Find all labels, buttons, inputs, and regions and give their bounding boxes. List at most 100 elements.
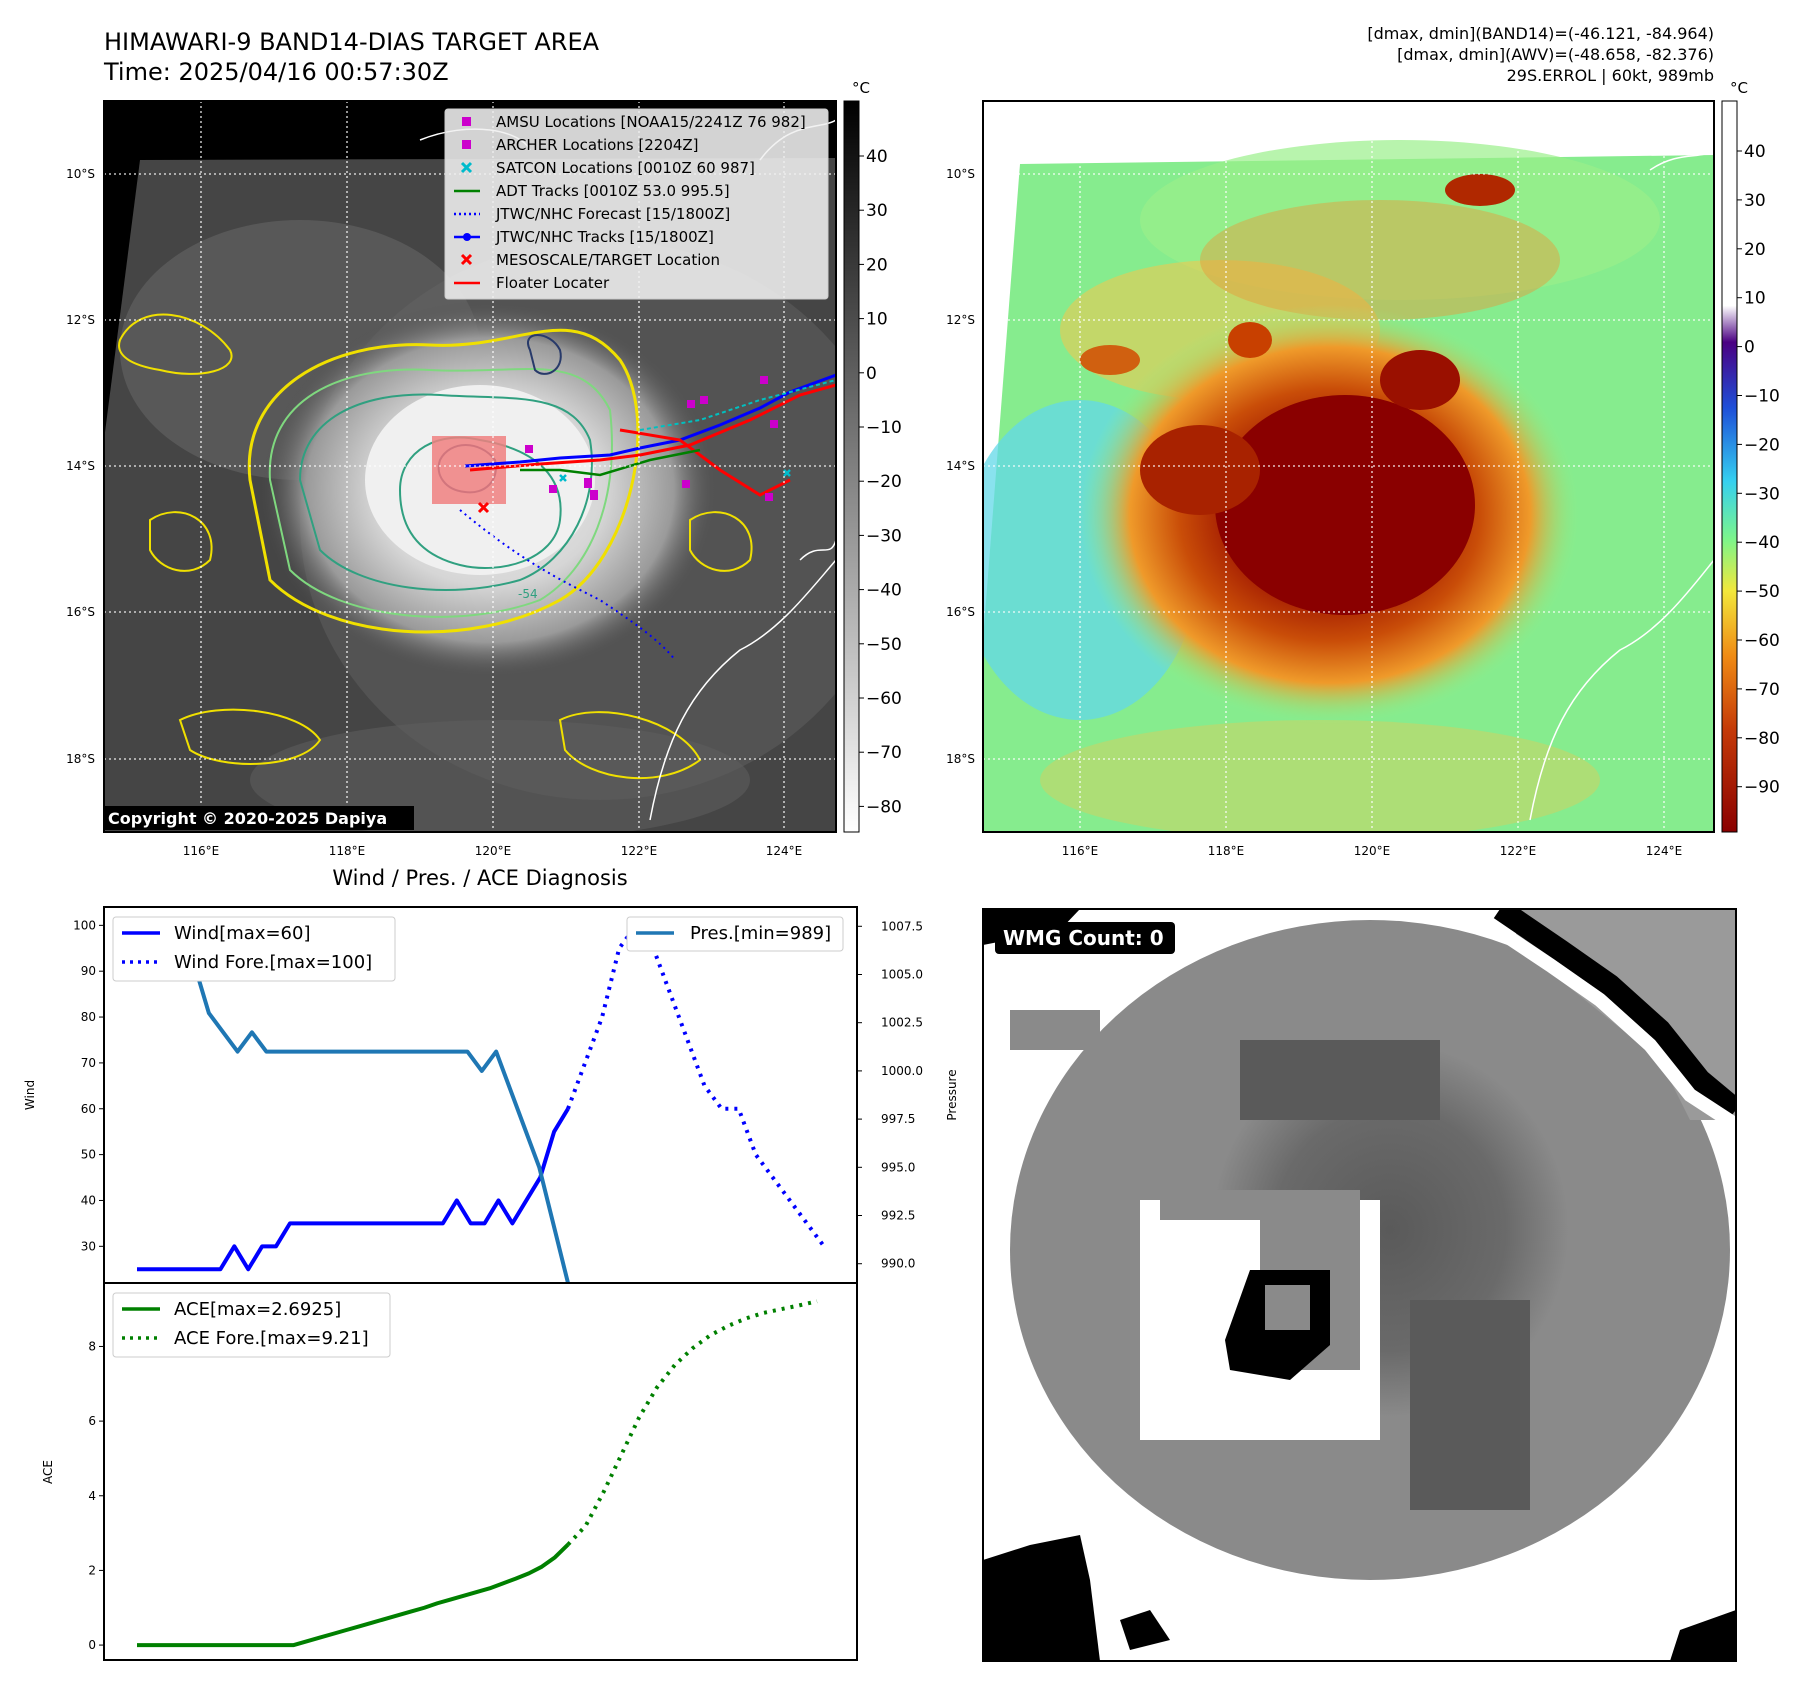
ace-line <box>137 1543 570 1648</box>
lat-label: 10°S <box>946 167 975 181</box>
info-band14: [dmax, dmin](BAND14)=(-46.121, -84.964) <box>1367 24 1714 43</box>
lon-label: 124°E <box>766 844 803 858</box>
y-tick-label: 997.5 <box>881 1112 915 1126</box>
y-tick-label: 80 <box>81 1010 96 1024</box>
lat-label: 10°S <box>66 167 95 181</box>
colorbar-tick-label: −20 <box>1744 435 1780 455</box>
color-colorbar: °C 40 30 20 10 0 −10 −20 −30 −40 −50 −60 −70 −80 −90 <box>1721 79 1780 833</box>
figure-time: Time: 2025/04/16 00:57:30Z <box>103 58 449 86</box>
legend-item-label: ADT Tracks [0010Z 53.0 995.5] <box>496 182 730 200</box>
colorbar-tick-label: −10 <box>1744 387 1780 407</box>
colorbar-tick-label: −60 <box>1744 631 1780 651</box>
legend-item: Floater Locater <box>454 274 610 292</box>
y-tick-label: 1000.0 <box>881 1064 923 1078</box>
wmg-panel: WMG Count: 0 <box>982 908 1737 1662</box>
lat-label: 16°S <box>66 605 95 619</box>
map-legend: AMSU Locations [NOAA15/2241Z 76 982] ARCH… <box>444 108 829 300</box>
wind-line <box>137 1107 570 1272</box>
y-tick-label: 2 <box>88 1563 96 1577</box>
legend-item-label: JTWC/NHC Forecast [15/1800Z] <box>495 205 730 223</box>
ace-legend: ACE[max=2.6925] ACE Fore.[max=9.21] <box>112 1292 391 1358</box>
y-tick-label: 0 <box>88 1638 96 1652</box>
lon-label: 118°E <box>329 844 366 858</box>
legend-wind: Wind[max=60] <box>174 923 311 944</box>
colorbar-tick-label: −80 <box>1744 729 1780 749</box>
y-tick-label: 1005.0 <box>881 967 923 981</box>
right-map-lat-labels: 10°S 12°S 14°S 16°S 18°S <box>946 167 975 766</box>
lat-label: 16°S <box>946 605 975 619</box>
blue-line-dot-icon <box>454 233 480 241</box>
lat-label: 12°S <box>946 313 975 327</box>
lon-label: 116°E <box>1062 844 1099 858</box>
lon-label: 122°E <box>1500 844 1537 858</box>
legend-item: AMSU Locations [NOAA15/2241Z 76 982] <box>462 113 806 131</box>
lon-label: 120°E <box>475 844 512 858</box>
ace-chart: 0 2 4 6 8 ACE ACE[max=2.6925] ACE Fore.[max=… <box>41 1282 858 1661</box>
left-map-lat-labels: 10°S 12°S 14°S 16°S 18°S <box>66 167 95 766</box>
colorbar-tick-label: 10 <box>866 310 888 330</box>
legend-item: MESOSCALE/TARGET Location <box>460 251 720 269</box>
y-tick-label: 6 <box>88 1414 96 1428</box>
y-tick-label: 50 <box>81 1148 96 1162</box>
y-tick-label: 992.5 <box>881 1209 915 1223</box>
ace-axis-label: ACE <box>41 1460 55 1484</box>
colorbar-tick-label: 20 <box>1744 240 1766 260</box>
colorbar-tick-label: 20 <box>866 255 888 275</box>
pressure-line <box>135 925 570 1284</box>
colorbar-tick-label: −20 <box>866 472 902 492</box>
legend-item-label: Floater Locater <box>496 274 610 292</box>
legend-item: ARCHER Locations [2204Z] <box>462 136 699 154</box>
contour-label: -54 <box>518 587 538 601</box>
lon-label: 118°E <box>1208 844 1245 858</box>
lat-label: 14°S <box>946 459 975 473</box>
y-tick-label: 995.0 <box>881 1160 915 1174</box>
colorbar-tick-label: −50 <box>866 635 902 655</box>
legend-item-label: ARCHER Locations [2204Z] <box>496 136 699 154</box>
lon-label: 120°E <box>1354 844 1391 858</box>
colorbar-tick-label: 30 <box>1744 191 1766 211</box>
info-awv: [dmax, dmin](AWV)=(-48.658, -82.376) <box>1397 45 1714 64</box>
y-tick-label: 100 <box>73 918 96 932</box>
info-storm: 29S.ERROL | 60kt, 989mb <box>1507 66 1714 85</box>
colorbar-tick-label: 40 <box>866 147 888 167</box>
y-tick-label: 1002.5 <box>881 1016 923 1030</box>
wmg-count-label: WMG Count: 0 <box>1003 926 1164 950</box>
colorbar-tick-label: 30 <box>866 201 888 221</box>
ace-forecast-line <box>566 1299 818 1546</box>
ir-color-map <box>982 100 1715 833</box>
colorbar-tick-label: −10 <box>866 418 902 438</box>
gray-colorbar-unit: °C <box>852 79 870 97</box>
legend-item: JTWC/NHC Tracks [15/1800Z] <box>454 228 714 246</box>
wind-legend: Wind[max=60] Wind Fore.[max=100] <box>112 916 396 982</box>
colorbar-tick-label: 10 <box>1744 289 1766 309</box>
diagnosis-title: Wind / Pres. / ACE Diagnosis <box>332 866 627 890</box>
colorbar-tick-label: −80 <box>866 797 902 817</box>
right-map-lon-labels: 116°E 118°E 120°E 122°E 124°E <box>1062 844 1683 858</box>
y-tick-label: 30 <box>81 1239 96 1253</box>
magenta-square-icon <box>462 117 471 126</box>
lon-label: 122°E <box>621 844 658 858</box>
legend-item-label: SATCON Locations [0010Z 60 987] <box>496 159 755 177</box>
lat-label: 12°S <box>66 313 95 327</box>
lat-label: 14°S <box>66 459 95 473</box>
copyright-notice: Copyright © 2020-2025 Dapiya <box>108 809 387 828</box>
y-tick-label: 70 <box>81 1056 96 1070</box>
colorbar-tick-label: −70 <box>1744 680 1780 700</box>
gray-colorbar: °C 40 30 20 10 0 −10 −20 −30 −40 −50 −60 −70 −80 <box>843 79 902 833</box>
colorbar-tick-label: 40 <box>1744 142 1766 162</box>
red-x-icon <box>460 253 473 266</box>
legend-item-label: MESOSCALE/TARGET Location <box>496 251 720 269</box>
colorbar-tick-label: −70 <box>866 743 902 763</box>
colorbar-tick-label: 0 <box>866 364 877 384</box>
y-tick-label: 4 <box>88 1489 96 1503</box>
lon-label: 124°E <box>1646 844 1683 858</box>
wind-pressure-chart: 30 40 50 60 70 80 90 100 990.0 992.5 995.0 997.5 10… <box>23 906 959 1284</box>
y-tick-label: 990.0 <box>881 1257 915 1271</box>
colorbar-tick-label: −40 <box>1744 533 1780 553</box>
colorbar-tick-label: −30 <box>1744 484 1780 504</box>
legend-item-label: JTWC/NHC Tracks [15/1800Z] <box>495 228 714 246</box>
figure-title: HIMAWARI-9 BAND14-DIAS TARGET AREA <box>104 28 600 56</box>
left-map-lon-labels: 116°E 118°E 120°E 122°E 124°E <box>183 844 803 858</box>
y-tick-label: 90 <box>81 964 96 978</box>
